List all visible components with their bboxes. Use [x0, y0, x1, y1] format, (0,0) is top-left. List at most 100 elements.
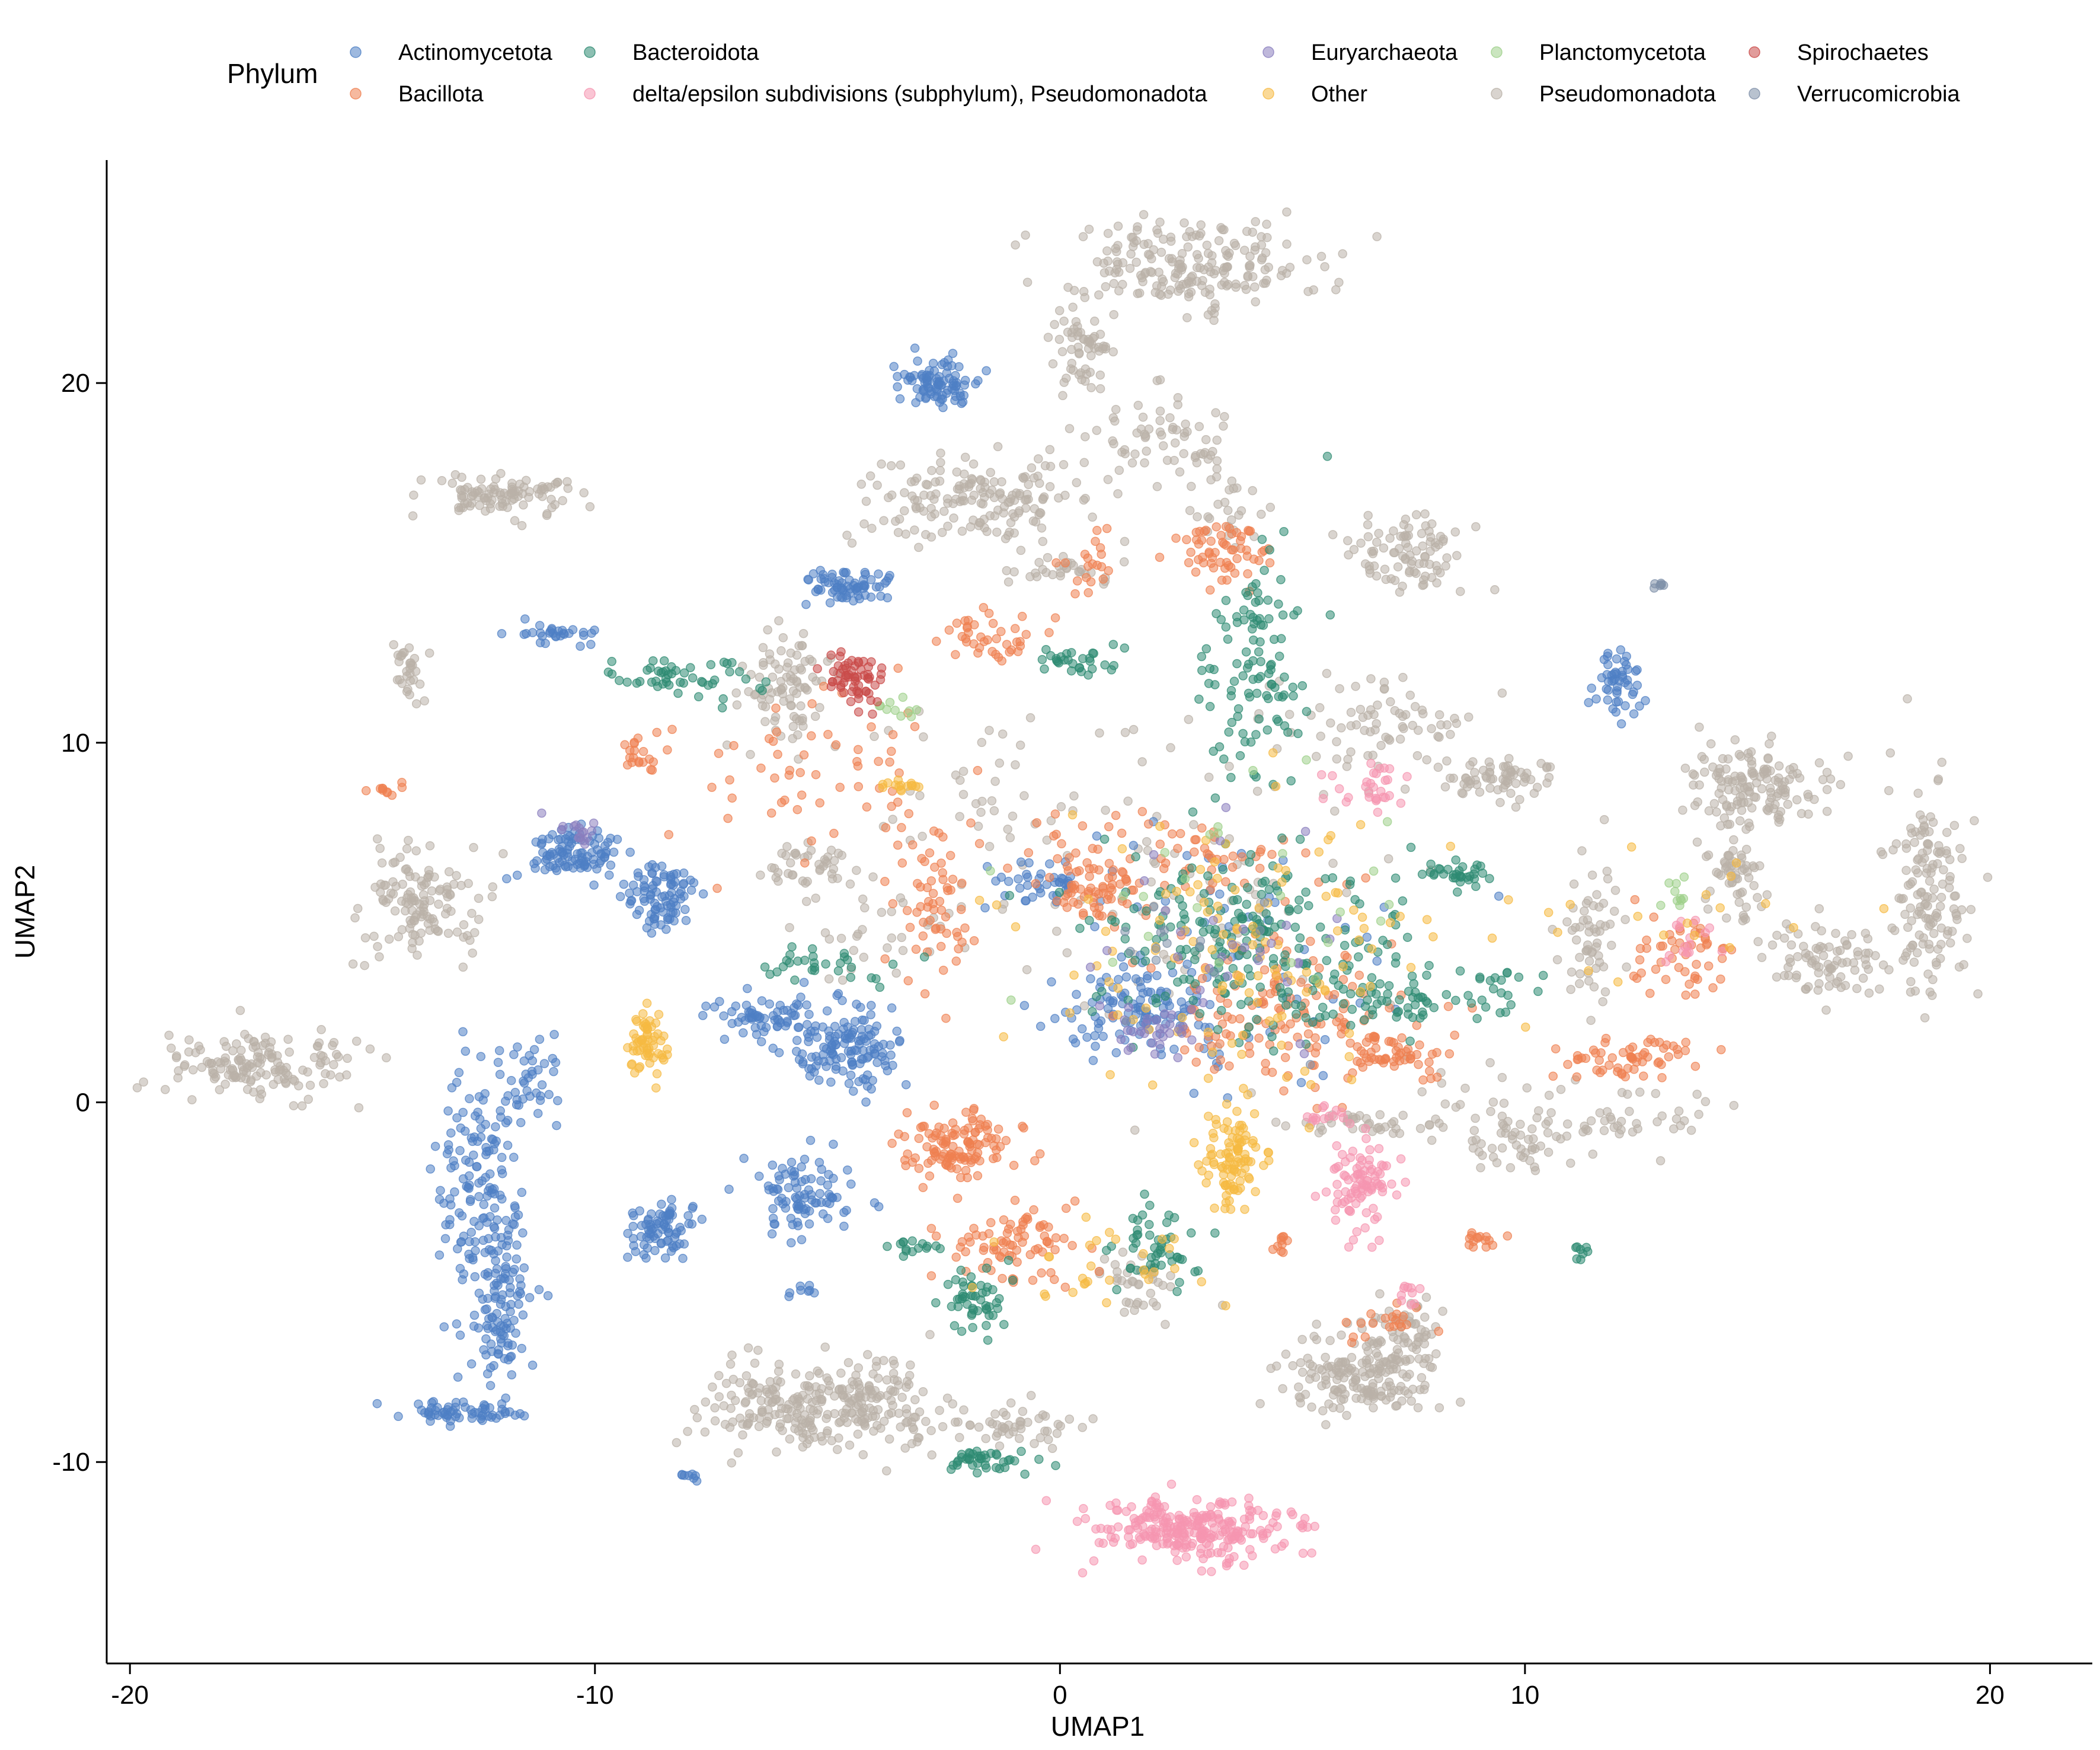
data-point — [1234, 510, 1244, 520]
data-point — [1118, 1247, 1128, 1257]
data-point — [1056, 1421, 1065, 1431]
data-point — [1202, 240, 1212, 250]
data-point — [1296, 1078, 1306, 1087]
data-point — [1729, 835, 1738, 845]
data-point — [427, 886, 437, 896]
data-point — [913, 1433, 923, 1442]
data-point — [982, 526, 992, 537]
data-point — [930, 863, 939, 872]
data-point — [1078, 908, 1088, 918]
data-point — [496, 1295, 506, 1305]
data-point — [1009, 567, 1019, 577]
data-point — [305, 1080, 315, 1090]
data-point — [465, 1094, 474, 1104]
data-point — [1014, 874, 1023, 884]
data-point — [1372, 537, 1382, 547]
data-point — [1346, 747, 1356, 757]
data-point — [831, 1064, 841, 1074]
data-point — [1175, 829, 1185, 838]
data-point — [1106, 894, 1116, 904]
data-point — [1194, 1020, 1203, 1030]
data-point — [1020, 472, 1030, 481]
data-point — [1744, 786, 1753, 796]
data-point — [1591, 694, 1601, 704]
data-point — [1178, 280, 1188, 289]
data-point — [954, 1147, 964, 1156]
data-point — [867, 1084, 876, 1094]
data-point — [1104, 858, 1114, 868]
data-point — [1073, 321, 1082, 331]
data-point — [1773, 813, 1783, 822]
data-point — [1079, 458, 1089, 468]
data-point — [900, 506, 909, 516]
data-point — [1744, 752, 1754, 762]
data-point — [208, 1065, 218, 1075]
data-point — [1716, 870, 1726, 880]
legend-key — [350, 46, 362, 58]
data-point — [923, 372, 934, 382]
data-point — [910, 1412, 920, 1422]
data-point — [931, 384, 941, 393]
data-point — [1613, 1066, 1622, 1077]
data-point — [991, 876, 1001, 886]
data-point — [935, 476, 945, 486]
data-point — [1285, 263, 1295, 272]
data-point — [1088, 512, 1097, 522]
data-point — [1451, 1102, 1461, 1112]
data-point — [1612, 688, 1622, 698]
data-point — [1906, 903, 1915, 913]
data-point — [1765, 803, 1774, 813]
data-point — [1372, 956, 1382, 966]
data-point — [1708, 983, 1718, 993]
data-point — [905, 922, 915, 933]
data-point — [914, 1133, 924, 1144]
data-point — [1227, 476, 1237, 486]
data-point — [1366, 674, 1376, 684]
data-point — [991, 1134, 1001, 1144]
data-point — [1901, 866, 1911, 875]
data-point — [467, 908, 477, 918]
data-point — [744, 1388, 754, 1397]
data-point — [551, 1058, 561, 1068]
data-point — [1153, 228, 1163, 238]
data-point — [1236, 532, 1246, 541]
data-point — [1544, 1090, 1554, 1100]
data-point — [1251, 297, 1260, 306]
data-point — [1516, 1130, 1526, 1140]
data-point — [855, 1383, 864, 1393]
data-point — [735, 1378, 744, 1388]
data-point — [676, 1226, 686, 1235]
data-point — [1070, 880, 1079, 890]
data-point — [1360, 559, 1370, 569]
data-point — [732, 700, 742, 710]
data-point — [434, 1250, 445, 1260]
data-point — [481, 506, 490, 516]
data-point — [1204, 548, 1214, 558]
data-point — [528, 1056, 538, 1066]
data-point — [399, 648, 409, 657]
data-point — [1936, 892, 1946, 902]
data-point — [1332, 754, 1342, 764]
data-point — [941, 1138, 951, 1147]
data-point — [1818, 943, 1828, 953]
data-point — [1006, 1219, 1015, 1229]
data-point — [522, 1086, 532, 1096]
data-point — [1534, 1106, 1543, 1116]
data-point — [487, 1312, 497, 1322]
data-point — [1414, 1059, 1423, 1069]
data-point — [1709, 799, 1719, 809]
data-point — [1399, 520, 1409, 529]
data-point — [1552, 1132, 1561, 1141]
data-point — [1379, 678, 1389, 687]
data-point — [1297, 1368, 1308, 1377]
data-point — [1098, 889, 1108, 898]
data-point — [817, 1164, 826, 1174]
data-point — [709, 1002, 720, 1012]
data-point — [1929, 928, 1939, 938]
data-point — [812, 1409, 822, 1419]
data-point — [1311, 752, 1321, 761]
data-point — [987, 647, 997, 656]
data-point — [506, 1283, 515, 1292]
data-point — [1085, 871, 1094, 882]
